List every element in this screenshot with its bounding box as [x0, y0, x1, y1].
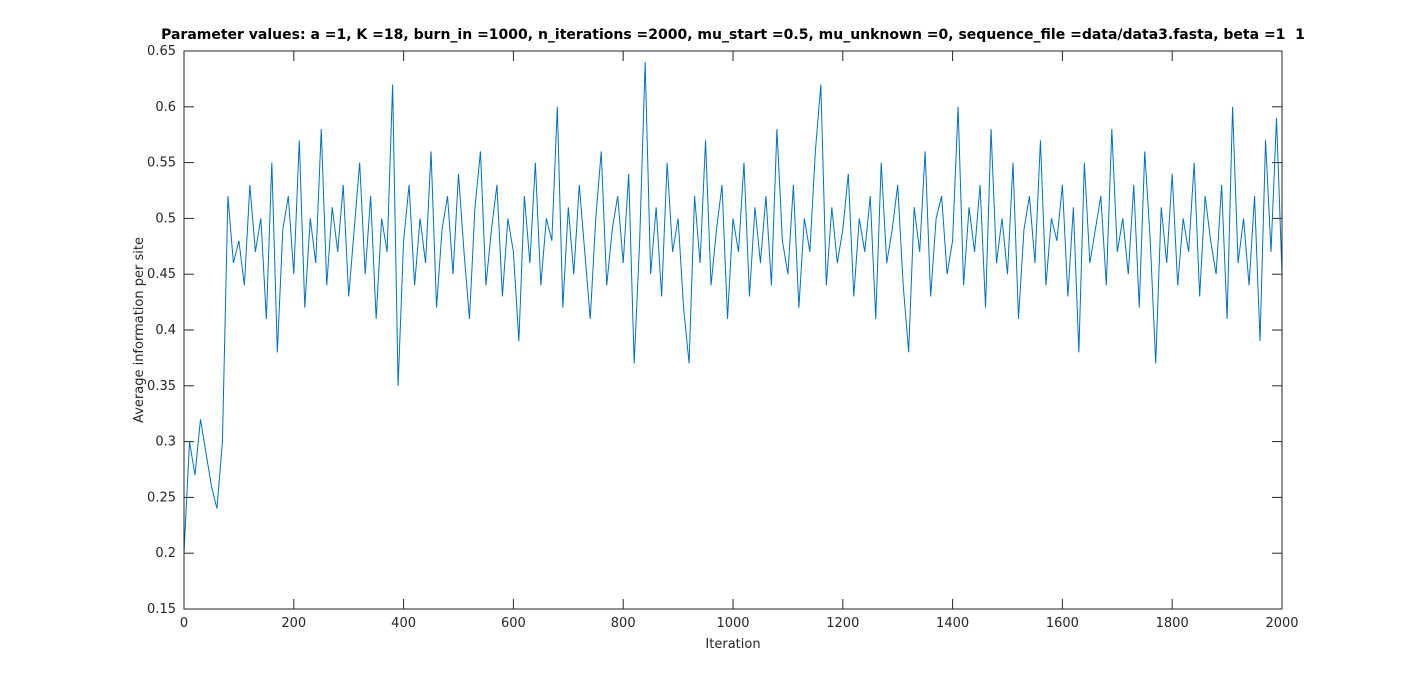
- y-tick-label: 0.3: [155, 435, 176, 450]
- y-tick-label: 0.6: [155, 100, 176, 115]
- x-tick-label: 1000: [716, 616, 749, 631]
- x-tick-label: 1400: [936, 616, 969, 631]
- y-tick-label: 0.15: [147, 602, 176, 617]
- data-line: [183, 62, 1283, 554]
- x-tick-label: 2000: [1265, 616, 1298, 631]
- x-tick-label: 800: [611, 616, 636, 631]
- y-tick-label: 0.5: [155, 211, 176, 226]
- x-tick-label: 600: [501, 616, 526, 631]
- x-tick-label: 200: [281, 616, 306, 631]
- y-tick-label: 0.25: [147, 490, 176, 505]
- y-tick-label: 0.2: [155, 546, 176, 561]
- x-tick-label: 1800: [1156, 616, 1189, 631]
- plot-area: [184, 51, 1282, 609]
- y-axis-label: Average information per site: [132, 237, 147, 423]
- x-tick-label: 400: [391, 616, 416, 631]
- y-tick-label: 0.45: [147, 267, 176, 282]
- y-tick-label: 0.35: [147, 379, 176, 394]
- chart-title: Parameter values: a =1, K =18, burn_in =…: [161, 27, 1305, 43]
- x-tick-label: 0: [180, 616, 188, 631]
- y-tick-label: 0.4: [155, 323, 176, 338]
- axes-box: [183, 50, 1283, 610]
- x-tick-label: 1600: [1046, 616, 1079, 631]
- x-axis-label: Iteration: [705, 637, 760, 652]
- y-tick-label: 0.55: [147, 156, 176, 171]
- x-tick-label: 1200: [826, 616, 859, 631]
- y-tick-label: 0.65: [147, 44, 176, 59]
